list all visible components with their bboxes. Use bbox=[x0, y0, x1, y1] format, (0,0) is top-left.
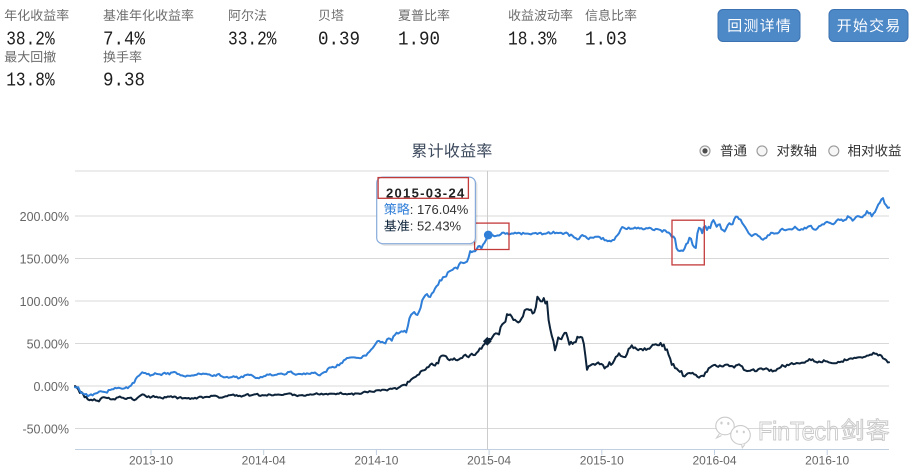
svg-text:1.90: 1.90 bbox=[398, 29, 440, 51]
svg-text:2016-04: 2016-04 bbox=[692, 454, 736, 468]
svg-text:7.4%: 7.4% bbox=[103, 29, 145, 51]
svg-text:9.38: 9.38 bbox=[103, 70, 145, 92]
svg-text:13.8%: 13.8% bbox=[6, 70, 55, 92]
svg-text:100.00%: 100.00% bbox=[20, 295, 69, 309]
svg-text:FinTech: FinTech bbox=[758, 416, 839, 446]
svg-text:2014-04: 2014-04 bbox=[242, 454, 286, 468]
svg-text:1.03: 1.03 bbox=[585, 29, 627, 51]
svg-text:0.39: 0.39 bbox=[318, 29, 360, 51]
svg-text:2015-03-24: 2015-03-24 bbox=[386, 186, 466, 201]
svg-text:: 52.43%: : 52.43% bbox=[410, 219, 462, 234]
svg-text:2016-10: 2016-10 bbox=[805, 454, 849, 468]
svg-text:50.00%: 50.00% bbox=[27, 337, 69, 351]
svg-text:2015-04: 2015-04 bbox=[467, 454, 511, 468]
svg-text:150.00%: 150.00% bbox=[20, 252, 69, 266]
svg-text:200.00%: 200.00% bbox=[20, 210, 69, 224]
svg-text:: 176.04%: : 176.04% bbox=[410, 202, 469, 217]
svg-text:0.00%: 0.00% bbox=[34, 380, 69, 394]
svg-text:33.2%: 33.2% bbox=[228, 29, 277, 51]
svg-text:2014-10: 2014-10 bbox=[354, 454, 398, 468]
svg-text:18.3%: 18.3% bbox=[508, 29, 557, 51]
svg-text:-50.00%: -50.00% bbox=[22, 422, 69, 436]
svg-text:38.2%: 38.2% bbox=[6, 29, 55, 51]
svg-text:2015-10: 2015-10 bbox=[580, 454, 624, 468]
svg-text:2013-10: 2013-10 bbox=[129, 454, 173, 468]
